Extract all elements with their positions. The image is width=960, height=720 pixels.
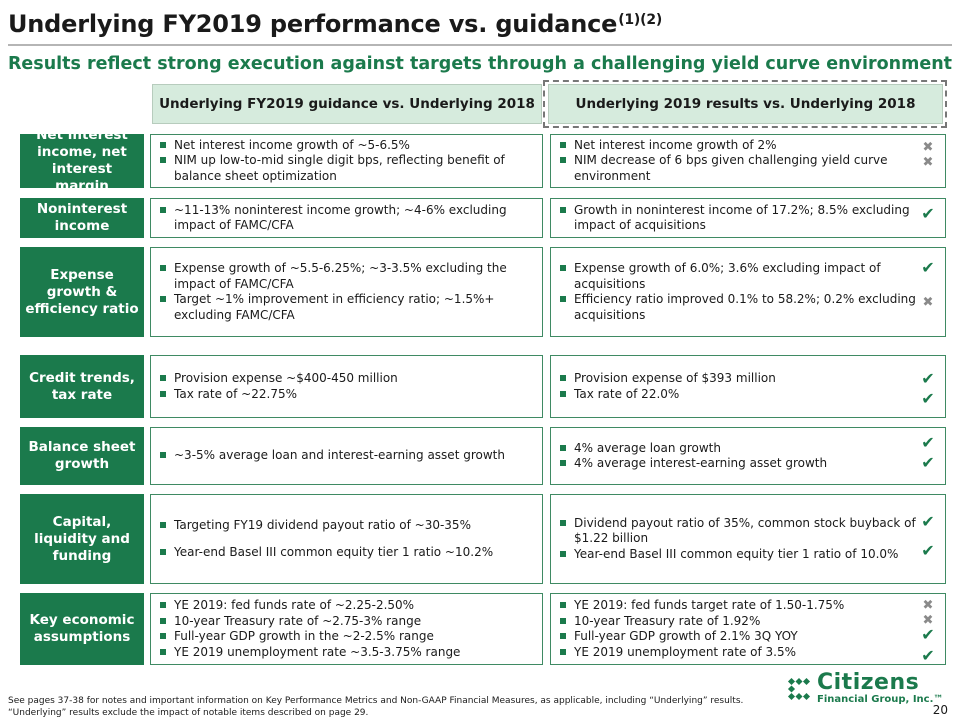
results-bullet-list: Growth in noninterest income of 17.2%; 8…	[559, 203, 937, 234]
x-icon: ✖	[922, 613, 934, 628]
guidance-bullet-item: 10-year Treasury rate of ~2.75-3% range	[159, 614, 534, 630]
results-bullet-item: 4% average interest-earning asset growth	[559, 456, 937, 472]
guidance-bullet-list: Targeting FY19 dividend payout ratio of …	[159, 518, 534, 561]
results-cell: YE 2019: fed funds target rate of 1.50-1…	[550, 593, 946, 665]
title-text: Underlying FY2019 performance vs. guidan…	[8, 10, 618, 38]
guidance-cell: Targeting FY19 dividend payout ratio of …	[150, 494, 543, 584]
footnote: See pages 37-38 for notes and important …	[8, 696, 744, 718]
row-label: Net interest income, net interest margin	[20, 127, 144, 194]
results-cell: Provision expense of $393 million Tax rat…	[550, 355, 946, 418]
guidance-bullet-list: Provision expense ~$400-450 million Tax r…	[159, 371, 534, 402]
results-cell: Growth in noninterest income of 17.2%; 8…	[550, 198, 946, 238]
guidance-bullet-item: ~3-5% average loan and interest-earning …	[159, 448, 534, 464]
results-bullet-item: Growth in noninterest income of 17.2%; 8…	[559, 203, 937, 234]
row-label: Key economic assumptions	[20, 593, 144, 665]
guidance-bullet-item: NIM up low-to-mid single digit bps, refl…	[159, 153, 534, 184]
results-bullet-item: NIM decrease of 6 bps given challenging …	[559, 153, 937, 184]
results-bullet-item: YE 2019: fed funds target rate of 1.50-1…	[559, 598, 937, 614]
guidance-bullet-item: Targeting FY19 dividend payout ratio of …	[159, 518, 534, 534]
x-icon: ✖	[922, 155, 934, 170]
results-bullet-item: 10-year Treasury rate of 1.92%	[559, 614, 937, 630]
results-bullet-item: Provision expense of $393 million	[559, 371, 937, 387]
guidance-cell: Provision expense ~$400-450 million Tax r…	[150, 355, 543, 418]
subtitle: Results reflect strong execution against…	[7, 54, 953, 74]
title-divider	[8, 44, 952, 46]
results-cell: Dividend payout ratio of 35%, common sto…	[550, 494, 946, 584]
guidance-cell: ~11-13% noninterest income growth; ~4-6%…	[150, 198, 543, 238]
results-bullet-item: Net interest income growth of 2%	[559, 138, 937, 154]
results-bullet-list: 4% average loan growth 4% average interes…	[559, 441, 937, 472]
guidance-cell: Net interest income growth of ~5-6.5% NIM…	[150, 134, 543, 188]
page-number: 20	[932, 703, 948, 717]
guidance-bullet-item: Full-year GDP growth in the ~2-2.5% rang…	[159, 629, 534, 645]
check-icon: ✔	[921, 204, 935, 223]
company-logo: Citizens Financial Group, Inc.™	[787, 672, 943, 705]
guidance-bullet-item: Target ~1% improvement in efficiency rat…	[159, 292, 534, 323]
results-bullet-list: Expense growth of 6.0%; 3.6% excluding i…	[559, 261, 937, 323]
results-bullet-item: Dividend payout ratio of 35%, common sto…	[559, 516, 937, 547]
check-icon: ✔	[921, 258, 935, 277]
column-header-results: Underlying 2019 results vs. Underlying 2…	[548, 84, 943, 124]
row-label: Expense growth & efficiency ratio	[20, 247, 144, 337]
guidance-bullet-item: Tax rate of ~22.75%	[159, 387, 534, 403]
guidance-cell: Expense growth of ~5.5-6.25%; ~3-3.5% ex…	[150, 247, 543, 337]
results-bullet-item: Efficiency ratio improved 0.1% to 58.2%;…	[559, 292, 937, 323]
results-bullet-item: Full-year GDP growth of 2.1% 3Q YOY	[559, 629, 937, 645]
results-bullet-list: Dividend payout ratio of 35%, common sto…	[559, 516, 937, 563]
row-label: Balance sheet growth	[20, 427, 144, 485]
results-highlight-frame	[543, 80, 947, 128]
results-bullet-item: 4% average loan growth	[559, 441, 937, 457]
check-icon: ✔	[921, 389, 935, 408]
guidance-cell: ~3-5% average loan and interest-earning …	[150, 427, 543, 485]
guidance-cell: YE 2019: fed funds rate of ~2.25-2.50% 10…	[150, 593, 543, 665]
x-icon: ✖	[922, 140, 934, 155]
results-bullet-list: Net interest income growth of 2% NIM decr…	[559, 138, 937, 185]
check-icon: ✔	[921, 541, 935, 560]
guidance-bullet-list: ~3-5% average loan and interest-earning …	[159, 448, 534, 464]
logo-subtitle: Financial Group, Inc.™	[817, 694, 944, 705]
guidance-bullet-list: Net interest income growth of ~5-6.5% NIM…	[159, 138, 534, 185]
results-bullet-item: Year-end Basel III common equity tier 1 …	[559, 547, 937, 563]
guidance-bullet-item: Provision expense ~$400-450 million	[159, 371, 534, 387]
guidance-bullet-item: Net interest income growth of ~5-6.5%	[159, 138, 534, 154]
guidance-bullet-item: YE 2019: fed funds rate of ~2.25-2.50%	[159, 598, 534, 614]
check-icon: ✔	[921, 646, 935, 665]
column-header-guidance: Underlying FY2019 guidance vs. Underlyin…	[152, 84, 542, 124]
results-bullet-item: YE 2019 unemployment rate of 3.5%	[559, 645, 937, 661]
check-icon: ✔	[921, 453, 935, 472]
guidance-bullet-item: Expense growth of ~5.5-6.25%; ~3-3.5% ex…	[159, 261, 534, 292]
results-bullet-item: Tax rate of 22.0%	[559, 387, 937, 403]
results-cell: Expense growth of 6.0%; 3.6% excluding i…	[550, 247, 946, 337]
guidance-bullet-list: YE 2019: fed funds rate of ~2.25-2.50% 10…	[159, 598, 534, 660]
x-icon: ✖	[922, 295, 934, 310]
row-label: Credit trends, tax rate	[20, 355, 144, 418]
title-footnote-ref: (1)(2)	[618, 12, 663, 28]
row-label: Capital, liquidity and funding	[20, 494, 144, 584]
guidance-bullet-item: ~11-13% noninterest income growth; ~4-6%…	[159, 203, 534, 234]
check-icon: ✔	[921, 369, 935, 388]
results-bullet-item: Expense growth of 6.0%; 3.6% excluding i…	[559, 261, 937, 292]
x-icon: ✖	[922, 598, 934, 613]
logo-name: Citizens	[817, 670, 920, 695]
check-icon: ✔	[921, 512, 935, 531]
results-bullet-list: Provision expense of $393 million Tax rat…	[559, 371, 937, 402]
guidance-bullet-item: Year-end Basel III common equity tier 1 …	[159, 545, 534, 561]
page-title: Underlying FY2019 performance vs. guidan…	[8, 10, 662, 38]
results-bullet-list: YE 2019: fed funds target rate of 1.50-1…	[559, 598, 937, 660]
citizens-logo-icon	[787, 677, 811, 700]
results-cell: Net interest income growth of 2% NIM decr…	[550, 134, 946, 188]
guidance-bullet-list: Expense growth of ~5.5-6.25%; ~3-3.5% ex…	[159, 261, 534, 323]
check-icon: ✔	[921, 433, 935, 452]
row-label: Noninterest income	[20, 198, 144, 238]
guidance-bullet-item: YE 2019 unemployment rate ~3.5-3.75% ran…	[159, 645, 534, 661]
results-cell: 4% average loan growth 4% average interes…	[550, 427, 946, 485]
guidance-bullet-list: ~11-13% noninterest income growth; ~4-6%…	[159, 203, 534, 234]
check-icon: ✔	[921, 625, 935, 644]
